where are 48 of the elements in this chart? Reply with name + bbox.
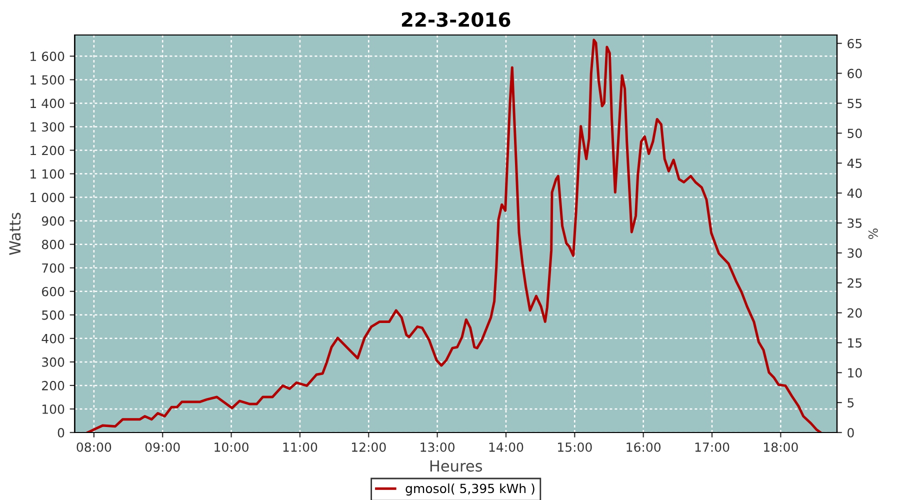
x-tick-label: 10:00 bbox=[214, 442, 248, 452]
y2-axis-title: % bbox=[868, 228, 878, 239]
x-tick-label: 11:00 bbox=[283, 442, 318, 452]
y-tick-label: 1 500 bbox=[30, 75, 64, 85]
y-tick-label: 300 bbox=[42, 357, 64, 367]
y-tick-label: 400 bbox=[42, 334, 64, 344]
y2-tick-label: 10 bbox=[848, 368, 862, 378]
y-axis-title: Watts bbox=[9, 212, 21, 255]
x-tick-label: 08:00 bbox=[76, 442, 112, 452]
y-tick-label: 1 000 bbox=[30, 192, 64, 202]
y2-tick-label: 35 bbox=[848, 218, 862, 228]
y-tick-label: 100 bbox=[42, 404, 64, 414]
legend-label: gmosol( 5,395 kWh ) bbox=[406, 484, 534, 496]
x-tick-label: 17:00 bbox=[695, 442, 730, 452]
x-axis-title: Heures bbox=[430, 460, 482, 472]
x-tick-label: 12:00 bbox=[352, 442, 386, 452]
y2-tick-label: 45 bbox=[847, 158, 862, 168]
y2-tick-label: 55 bbox=[848, 98, 862, 108]
y-tick-label: 1 400 bbox=[30, 98, 64, 108]
y2-tick-label: 30 bbox=[848, 248, 862, 258]
x-tick-label: 14:00 bbox=[489, 442, 524, 452]
y2-tick-label: 0 bbox=[848, 428, 854, 438]
y-tick-label: 1 200 bbox=[30, 146, 64, 156]
y-tick-label: 700 bbox=[42, 263, 64, 273]
y2-tick-label: 50 bbox=[848, 128, 862, 138]
x-tick-label: 16:00 bbox=[626, 442, 661, 452]
y-tick-label: 0 bbox=[58, 428, 64, 438]
y2-tick-label: 5 bbox=[848, 398, 854, 408]
y2-tick-label: 60 bbox=[848, 68, 862, 78]
y2-tick-label: 25 bbox=[848, 278, 862, 288]
y2-tick-label: 65 bbox=[848, 38, 862, 48]
y2-tick-label: 20 bbox=[848, 308, 862, 318]
y-tick-label: 1 300 bbox=[30, 122, 64, 132]
line-series bbox=[86, 38, 822, 432]
y-tick-label: 500 bbox=[42, 310, 64, 320]
y-tick-label: 1 100 bbox=[30, 169, 64, 179]
x-tick-label: 09:00 bbox=[145, 442, 180, 452]
y-tick-label: 1 600 bbox=[30, 52, 64, 62]
y-tick-label: 200 bbox=[42, 380, 64, 390]
chart-title: 22-3-2016 bbox=[402, 12, 510, 27]
y-tick-label: 900 bbox=[42, 216, 64, 226]
y-tick-label: 600 bbox=[42, 286, 64, 296]
x-tick-label: 13:00 bbox=[420, 442, 454, 452]
y2-tick-label: 15 bbox=[848, 338, 862, 348]
x-tick-label: 15:00 bbox=[558, 442, 592, 452]
y-tick-label: 800 bbox=[42, 240, 64, 250]
x-tick-label: 18:00 bbox=[764, 442, 798, 452]
y2-tick-label: 40 bbox=[847, 188, 862, 198]
